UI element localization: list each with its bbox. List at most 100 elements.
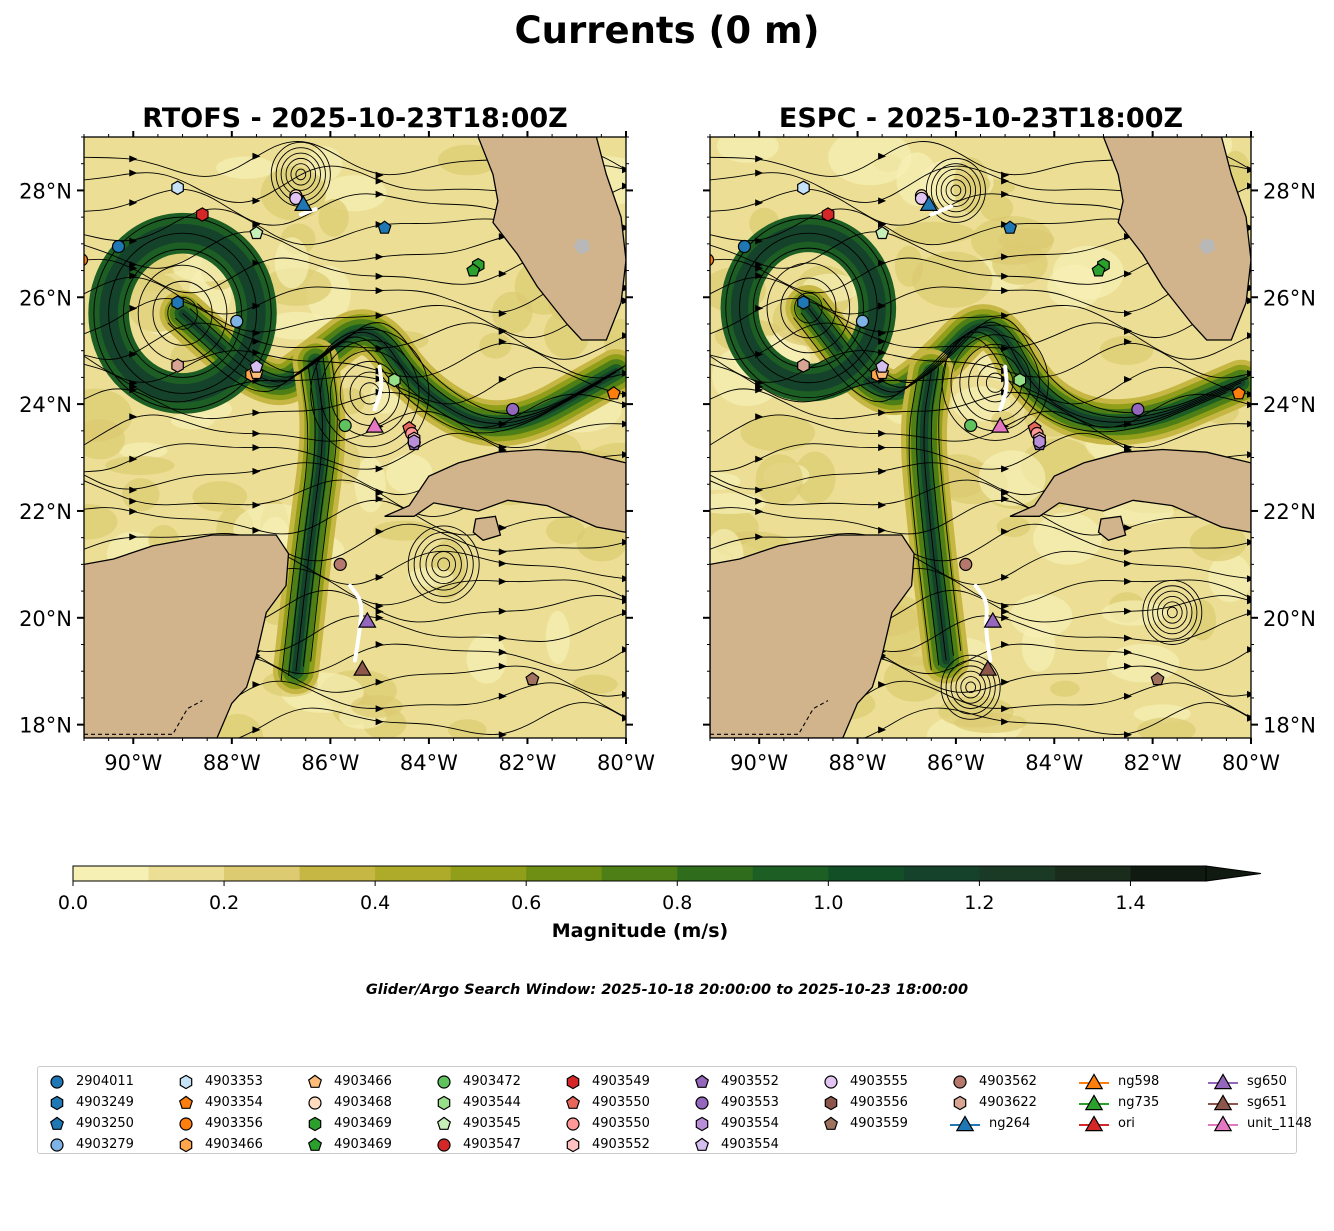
colorbar: Magnitude (m/s) 0.0 0.2 0.4 0.6 0.8 1.0 1.2 1.4 [58, 865, 1262, 942]
flow-arrow [755, 507, 764, 515]
flow-arrow [622, 297, 626, 305]
speed-patch [466, 633, 507, 684]
legend-marker-hexagon [695, 1116, 709, 1131]
legend-item: 4903544 [433, 1092, 562, 1113]
flow-arrow [1001, 573, 1010, 581]
legend-symbol [437, 1074, 451, 1089]
legend-label: 4903356 [205, 1116, 263, 1131]
flow-arrow [498, 634, 507, 642]
flow-arrow [1247, 646, 1251, 654]
flow-arrow [1001, 705, 1010, 713]
legend-marker-triangle-line [1208, 1072, 1238, 1089]
colorbar-segment [148, 866, 225, 881]
legend-symbol [824, 1074, 838, 1089]
streamline [196, 303, 626, 415]
platform-marker [372, 76, 388, 90]
legend-marker-circle [437, 1074, 451, 1089]
legend-symbol [307, 1074, 323, 1088]
platform-marker [338, 418, 352, 433]
flow-arrow [1124, 309, 1133, 317]
speed-patch [1137, 717, 1196, 738]
flow-arrow [878, 681, 887, 689]
flow-arrow [755, 155, 764, 163]
legend-label: ng264 [989, 1116, 1031, 1131]
legend-label: sg651 [1247, 1095, 1287, 1110]
panel-title-espc: ESPC - 2025-10-23T18:00Z [779, 103, 1183, 134]
legend-label: 4903555 [850, 1074, 908, 1089]
speed-patch [1033, 512, 1103, 565]
streamline [329, 350, 410, 437]
flow-arrow [878, 409, 887, 417]
flow-arrow [375, 287, 384, 295]
legend-symbol [823, 1116, 839, 1130]
streamline [800, 312, 1234, 428]
y-tick-label: 26°N [1263, 286, 1316, 310]
speed-patch [572, 674, 618, 695]
flow-arrow [375, 253, 384, 261]
legend-item: 4903559 [820, 1113, 949, 1134]
platform-marker [606, 386, 621, 400]
flow-arrow [1124, 662, 1133, 670]
map-body [84, 76, 626, 738]
streamline [780, 277, 837, 339]
legend-label: 4903562 [979, 1074, 1037, 1089]
streamline [945, 179, 967, 202]
flow-arrow [1124, 577, 1133, 585]
colorbar-segment [73, 866, 150, 881]
legend-symbol [695, 1116, 709, 1131]
flow-arrow [498, 420, 507, 428]
colorbar-segment [526, 866, 603, 881]
platform-marker [849, 76, 865, 90]
flow-arrow [1247, 538, 1251, 546]
flow-arrow [129, 272, 138, 280]
speed-patch [576, 523, 626, 562]
legend-marker-pentagon [49, 1116, 65, 1130]
platform-marker [333, 557, 347, 571]
legend-symbol [50, 1095, 64, 1110]
flow-arrow [498, 607, 507, 615]
flow-arrow [252, 526, 261, 534]
legend-marker-triangle-line [1079, 1072, 1109, 1089]
platform-marker [855, 314, 870, 328]
legend-label: ng598 [1118, 1074, 1160, 1089]
flow-arrow [755, 455, 764, 463]
platform-markers [710, 76, 1246, 686]
flow-arrow [129, 413, 138, 421]
land [84, 137, 626, 738]
speed-patch [546, 517, 585, 545]
colorbar-tick-label: 1.0 [813, 892, 843, 914]
streamline [766, 262, 851, 354]
colorbar-segment [1054, 866, 1131, 881]
streamline [84, 523, 626, 562]
legend-marker-pentagon [694, 1137, 710, 1151]
figure-suptitle: Currents (0 m) [514, 9, 819, 52]
platform-marker [519, 76, 535, 90]
legend-grid: 2904011 4903249 4903250 4903279 4903353 49033… [46, 1071, 1334, 1155]
platform-marker [365, 416, 384, 433]
legend-item: 4903468 [304, 1092, 433, 1113]
platform-marker [875, 359, 890, 373]
land-florida [477, 137, 626, 341]
flow-arrow [1124, 443, 1133, 451]
flow-arrow [375, 608, 384, 616]
colorbar-segment [979, 866, 1056, 881]
legend-label: 4903466 [205, 1137, 263, 1152]
glider-track [372, 364, 384, 412]
x-tick-label: 88°W [829, 751, 887, 775]
flow-arrow [498, 559, 507, 567]
speed-patch [373, 520, 435, 541]
streamline [710, 363, 1251, 405]
legend-symbol [50, 1074, 64, 1089]
land-isla-juventud [472, 515, 502, 542]
flow-arrow [252, 220, 261, 228]
streamline [1162, 601, 1183, 624]
flow-arrow [622, 182, 626, 190]
x-tick-label: 86°W [301, 751, 359, 775]
legend-triangle [1213, 1072, 1233, 1089]
flow-arrow [375, 171, 384, 179]
legend-spacer [1078, 1136, 1100, 1154]
speed-patch [992, 242, 1048, 285]
legend-label: 4903279 [76, 1137, 134, 1152]
legend-item: 4903556 [820, 1092, 949, 1113]
flow-arrow [1247, 594, 1251, 602]
